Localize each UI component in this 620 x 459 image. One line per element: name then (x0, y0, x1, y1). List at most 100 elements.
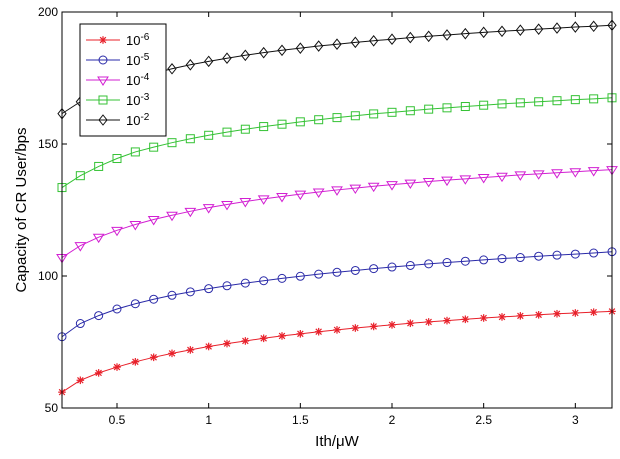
data-point (240, 278, 250, 288)
data-point (497, 99, 507, 109)
data-point (369, 109, 379, 119)
data-point (350, 111, 360, 121)
data-point (185, 287, 195, 297)
data-point (442, 258, 452, 268)
data-point (166, 211, 178, 222)
data-point (405, 260, 415, 270)
data-point (534, 311, 543, 319)
data-point (277, 273, 287, 283)
y-axis-label: Capacity of CR User/bps (13, 127, 30, 292)
data-point (442, 29, 452, 41)
data-point (222, 127, 232, 137)
legend-marker (98, 95, 108, 105)
data-point (167, 138, 177, 148)
data-point (460, 27, 470, 40)
data-point (479, 255, 489, 265)
data-point (461, 315, 470, 324)
legend-marker (98, 114, 108, 126)
data-point (332, 38, 342, 51)
data-point (259, 122, 269, 132)
data-point (131, 358, 140, 366)
data-point (424, 259, 434, 269)
data-point (222, 52, 232, 65)
data-point (277, 119, 287, 129)
data-point (112, 304, 122, 314)
data-point (479, 100, 489, 110)
x-tick-label: 2.5 (475, 413, 492, 427)
series-0 (58, 307, 616, 396)
data-point (405, 31, 415, 44)
data-point (222, 281, 232, 291)
data-point (514, 171, 527, 181)
data-point (75, 319, 85, 329)
data-point (369, 322, 378, 331)
data-point (149, 294, 159, 304)
series-3 (57, 93, 617, 193)
data-point (333, 326, 341, 334)
data-point (168, 349, 176, 358)
data-point (497, 25, 507, 38)
data-point (76, 376, 85, 385)
series-layer (56, 19, 618, 396)
data-point (331, 186, 343, 196)
data-point (442, 103, 452, 113)
data-point (534, 97, 544, 107)
y-tick-label: 200 (38, 5, 58, 19)
data-point (589, 94, 599, 104)
data-point (259, 46, 269, 59)
data-point (441, 176, 453, 187)
legend-marker (97, 76, 109, 86)
data-point (259, 276, 269, 286)
data-point (552, 22, 562, 34)
data-point (167, 290, 177, 300)
data-point (92, 233, 105, 244)
data-point (589, 20, 599, 33)
x-tick-label: 0.5 (109, 413, 126, 427)
data-point (113, 363, 121, 371)
data-point (350, 36, 360, 49)
data-point (94, 161, 104, 171)
data-point (129, 221, 142, 231)
data-point (240, 124, 250, 134)
x-axis-label: Ith/μW (315, 433, 359, 450)
data-point (259, 334, 268, 343)
y-tick-label: 150 (38, 137, 58, 151)
data-point (277, 44, 287, 57)
data-point (515, 98, 525, 108)
data-point (240, 49, 250, 62)
data-point (295, 117, 305, 127)
data-point (424, 104, 434, 114)
data-point (111, 226, 123, 237)
data-point (349, 184, 362, 195)
data-point (75, 171, 85, 181)
x-tick-label: 2 (389, 413, 396, 427)
legend: 10-610-510-410-310-2 (79, 23, 167, 137)
data-point (130, 147, 140, 157)
x-tick-label: 1.5 (292, 413, 309, 427)
data-point (332, 267, 342, 277)
data-point (278, 332, 286, 340)
data-point (204, 284, 214, 294)
data-point (350, 265, 360, 275)
data-point (516, 312, 525, 320)
plot-frame (61, 11, 613, 409)
data-point (295, 42, 305, 54)
data-point (477, 174, 490, 184)
data-point (479, 314, 488, 322)
series-line (61, 169, 613, 258)
data-point (147, 216, 160, 226)
data-point (94, 369, 103, 377)
data-point (295, 271, 305, 281)
data-point (552, 250, 562, 260)
data-point (204, 55, 214, 68)
data-point (515, 253, 525, 263)
data-point (569, 168, 582, 178)
data-point (424, 318, 433, 326)
data-point (130, 299, 140, 309)
data-point (424, 30, 434, 43)
data-point (570, 95, 580, 105)
data-point (149, 353, 158, 362)
series-1 (57, 247, 617, 342)
data-point (571, 309, 580, 317)
